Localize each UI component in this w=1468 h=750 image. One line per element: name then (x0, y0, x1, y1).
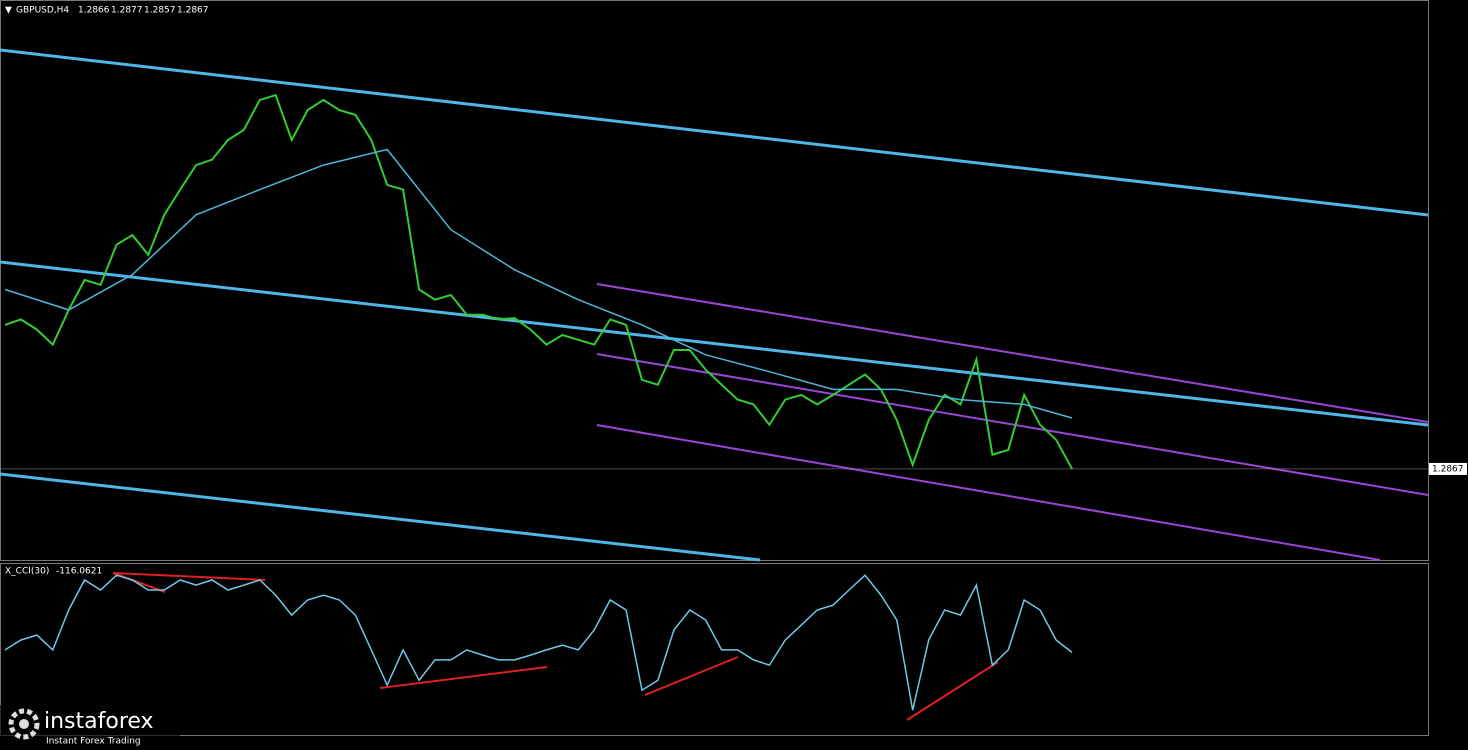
header: ▼ GBPUSD,H4 1.2866 1.2877 1.2857 1.2867 … (5, 6, 209, 577)
main-panel (0, 0, 1429, 561)
divergence-line (112, 572, 266, 581)
price-box (1429, 462, 1467, 475)
close: 1.2867 (177, 6, 209, 16)
high: 1.2877 (111, 6, 143, 16)
cci-title: X_CCI(30) (5, 567, 49, 577)
channel-line (0, 48, 1429, 217)
cci-last: -116.0621 (56, 567, 102, 577)
logo: instaforex Instant Forex Trading (0, 705, 180, 750)
logo-hub (19, 719, 29, 729)
header-arrow: ▼ (5, 6, 12, 16)
price-label: 1.2867 (1432, 464, 1464, 474)
divergence-line (379, 666, 548, 689)
cci-panel (0, 563, 1429, 736)
divergence-line (906, 661, 999, 721)
brand-name: instaforex (44, 709, 154, 734)
open: 1.2866 (78, 6, 110, 16)
channel-line (596, 283, 1429, 423)
brand-tagline: Instant Forex Trading (46, 737, 141, 747)
divergence-line (644, 656, 739, 696)
series-line (4, 93, 1073, 470)
trendlines (0, 48, 1429, 721)
symbol: GBPUSD,H4 (16, 6, 69, 16)
channel-line (596, 424, 1381, 561)
series-line (4, 148, 1073, 419)
logo-gear (8, 708, 40, 740)
channel-line (0, 260, 1429, 427)
channel-line (0, 472, 761, 562)
series-line (4, 574, 1073, 711)
low: 1.2857 (144, 6, 176, 16)
channel-line (596, 353, 1429, 496)
